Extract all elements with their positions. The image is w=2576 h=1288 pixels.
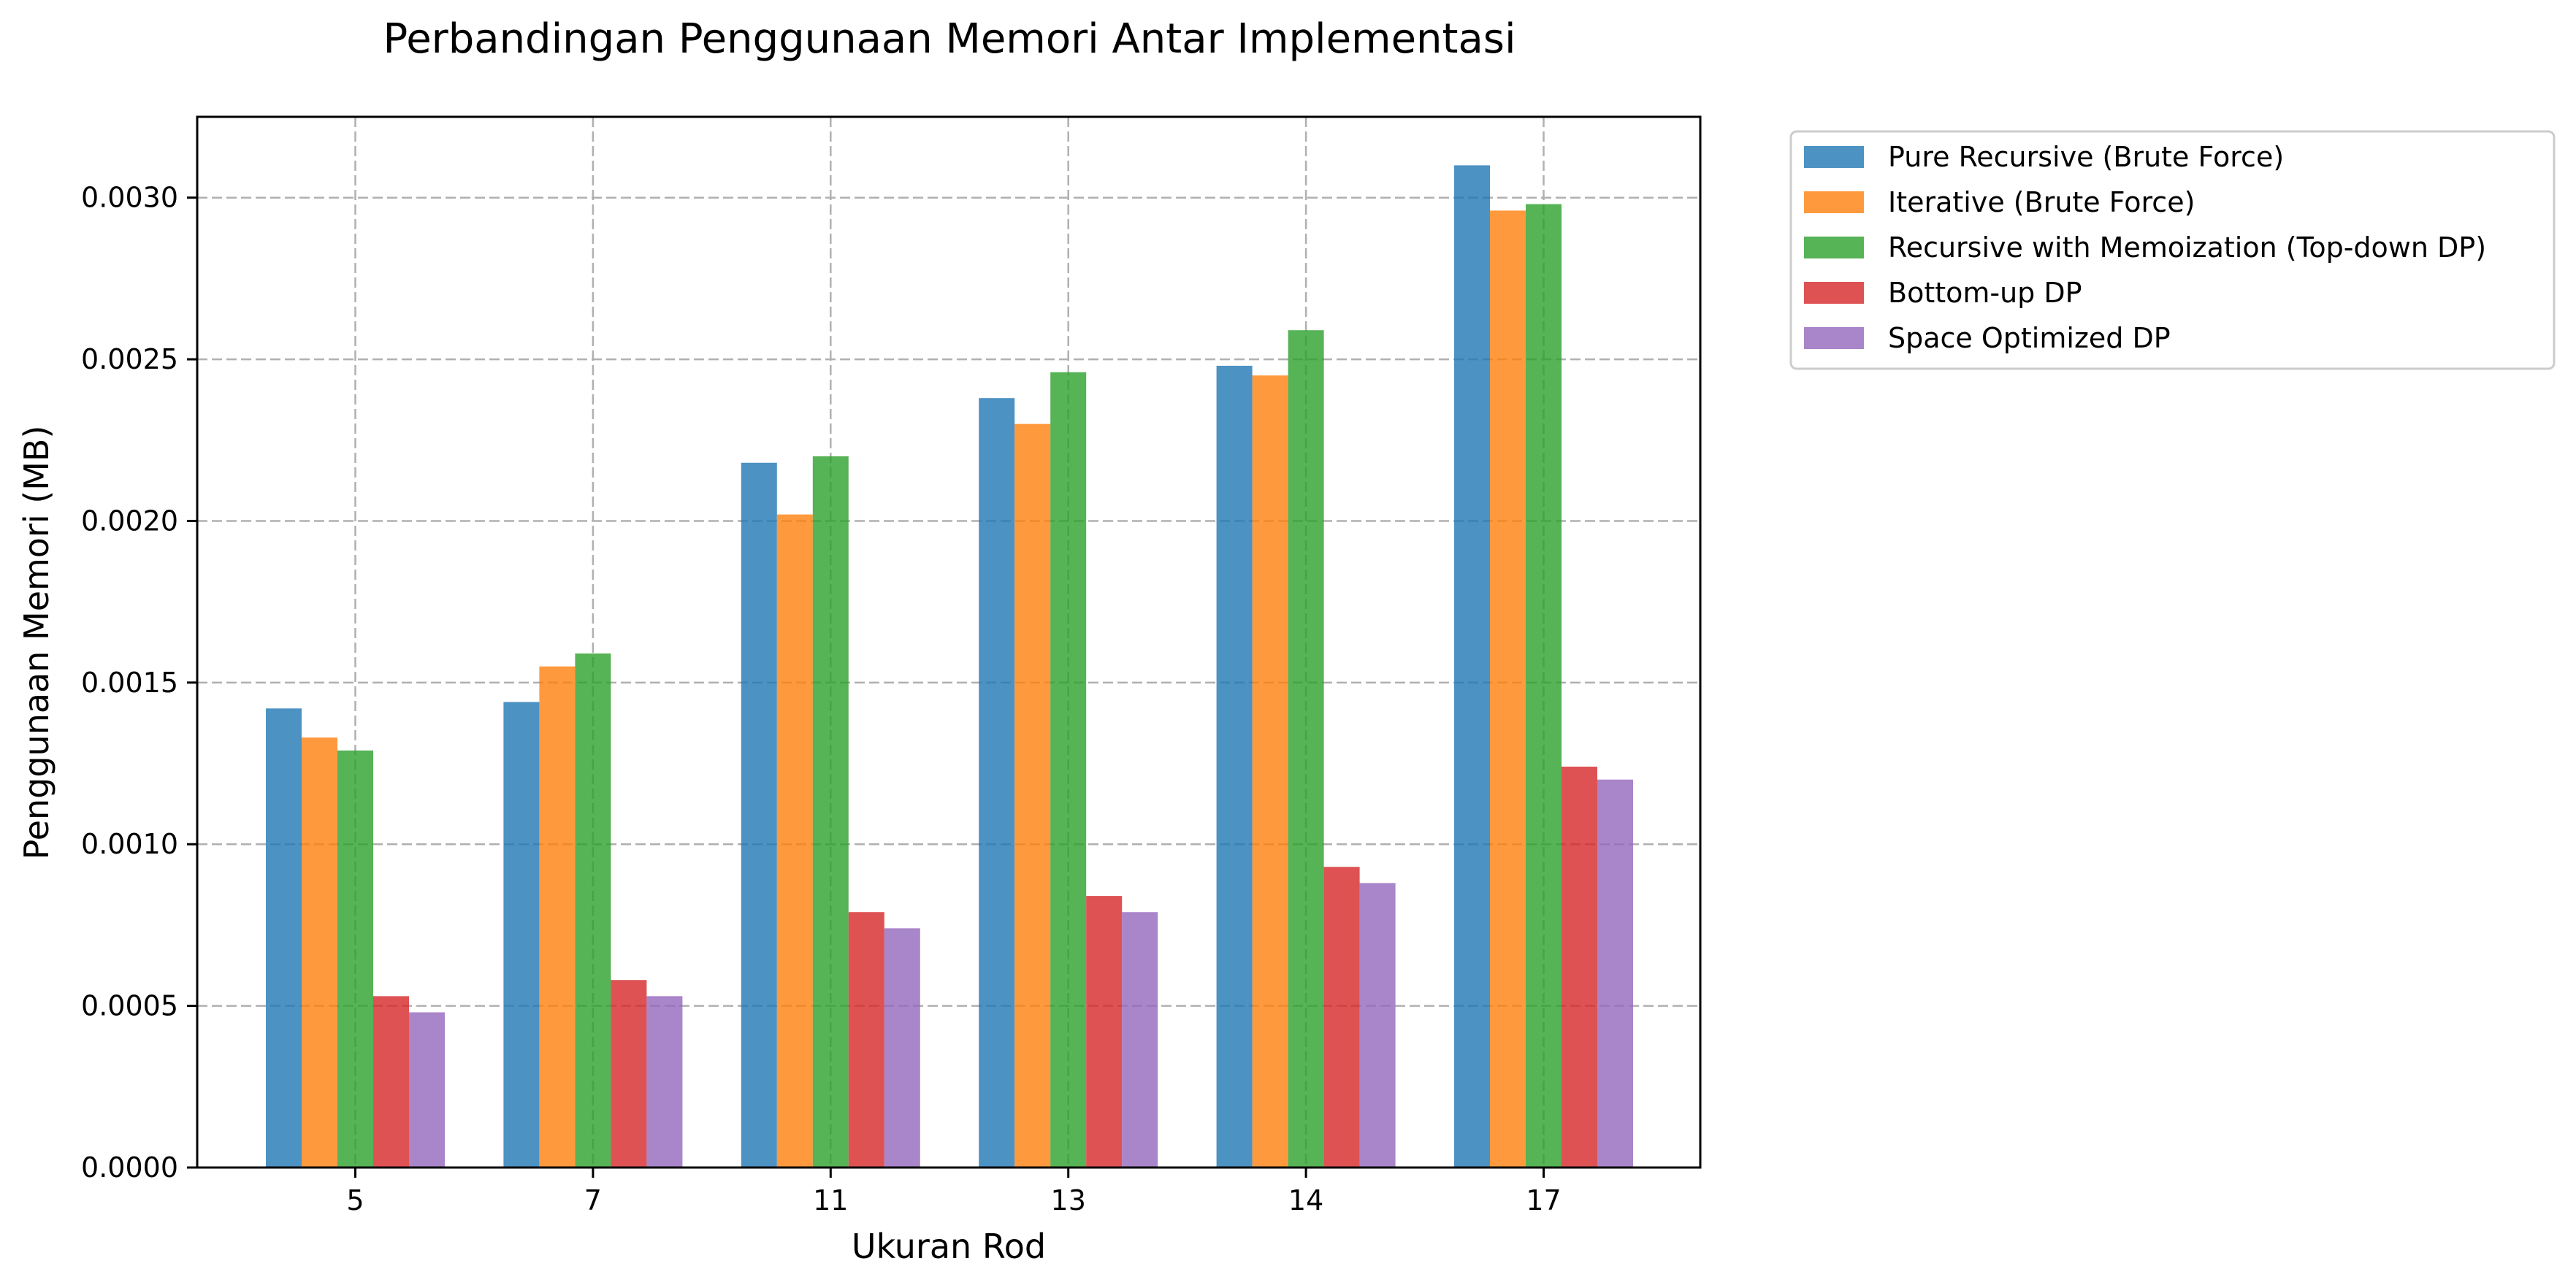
legend: Pure Recursive (Brute Force) Iterative (B… bbox=[1789, 130, 2556, 370]
legend-swatch bbox=[1804, 237, 1864, 258]
bar-5-13 bbox=[1122, 912, 1158, 1168]
x-tick-label: 14 bbox=[1288, 1184, 1323, 1216]
x-axis-label: Ukuran Rod bbox=[852, 1227, 1046, 1266]
legend-swatch bbox=[1804, 327, 1864, 349]
bar-4-5 bbox=[373, 996, 409, 1168]
bar-4-17 bbox=[1562, 766, 1597, 1168]
bar-2-13 bbox=[1014, 423, 1051, 1168]
legend-frame bbox=[1789, 130, 2556, 370]
bars-layer bbox=[266, 165, 1633, 1168]
y-tick-label: 0.0005 bbox=[81, 990, 178, 1022]
y-tick-label: 0.0030 bbox=[81, 182, 178, 214]
bar-3-11 bbox=[812, 456, 849, 1168]
legend-swatch bbox=[1804, 282, 1864, 304]
bar-4-14 bbox=[1323, 867, 1360, 1168]
legend-label: Recursive with Memoization (Top-down DP) bbox=[1888, 231, 2486, 264]
bar-4-7 bbox=[611, 980, 647, 1168]
bar-5-17 bbox=[1597, 779, 1633, 1168]
bar-2-5 bbox=[302, 737, 337, 1168]
bar-2-7 bbox=[539, 666, 576, 1168]
x-tick-label: 13 bbox=[1051, 1184, 1086, 1216]
legend-label: Space Optimized DP bbox=[1888, 322, 2171, 354]
bar-5-11 bbox=[884, 928, 920, 1168]
bar-4-13 bbox=[1086, 896, 1123, 1168]
y-tick-label: 0.0015 bbox=[81, 667, 178, 699]
legend-label: Pure Recursive (Brute Force) bbox=[1888, 141, 2284, 173]
legend-label: Bottom-up DP bbox=[1888, 277, 2082, 309]
bar-3-7 bbox=[575, 653, 611, 1168]
legend-label: Iterative (Brute Force) bbox=[1888, 186, 2195, 218]
x-tick-label: 11 bbox=[813, 1184, 848, 1216]
bar-3-13 bbox=[1050, 372, 1087, 1168]
bar-2-17 bbox=[1490, 210, 1526, 1168]
bar-2-11 bbox=[776, 514, 813, 1168]
bar-1-14 bbox=[1216, 365, 1253, 1168]
bar-1-13 bbox=[979, 398, 1015, 1168]
x-tick-label: 5 bbox=[346, 1184, 364, 1216]
bar-4-11 bbox=[848, 912, 884, 1168]
y-tick-label: 0.0010 bbox=[81, 828, 178, 860]
chart-title: Perbandingan Penggunaan Memori Antar Imp… bbox=[383, 15, 1516, 63]
y-axis-label: Penggunaan Memori (MB) bbox=[17, 426, 56, 860]
bar-1-11 bbox=[741, 462, 777, 1168]
bar-5-14 bbox=[1359, 883, 1396, 1168]
plot-frame bbox=[196, 115, 1702, 1169]
bar-3-14 bbox=[1288, 330, 1324, 1168]
legend-swatch bbox=[1804, 146, 1864, 168]
bar-1-17 bbox=[1454, 165, 1490, 1168]
x-tick-label: 17 bbox=[1526, 1184, 1561, 1216]
x-tick-label: 7 bbox=[584, 1184, 602, 1216]
bar-3-17 bbox=[1526, 204, 1562, 1168]
y-tick-label: 0.0025 bbox=[81, 343, 178, 375]
bar-5-5 bbox=[409, 1012, 445, 1168]
legend-swatch bbox=[1804, 191, 1864, 213]
bar-2-14 bbox=[1252, 375, 1288, 1168]
bar-5-7 bbox=[646, 996, 683, 1168]
y-tick-label: 0.0020 bbox=[81, 505, 178, 537]
bar-3-5 bbox=[337, 750, 373, 1168]
bar-1-7 bbox=[503, 702, 540, 1168]
ticks-layer: 0.0000 0.0005 0.0010 0.0015 0.0020 0.0025 0.00… bbox=[81, 182, 1562, 1216]
grid-layer bbox=[197, 117, 1700, 1169]
bar-1-5 bbox=[266, 708, 302, 1168]
y-tick-label: 0.0000 bbox=[81, 1151, 178, 1184]
